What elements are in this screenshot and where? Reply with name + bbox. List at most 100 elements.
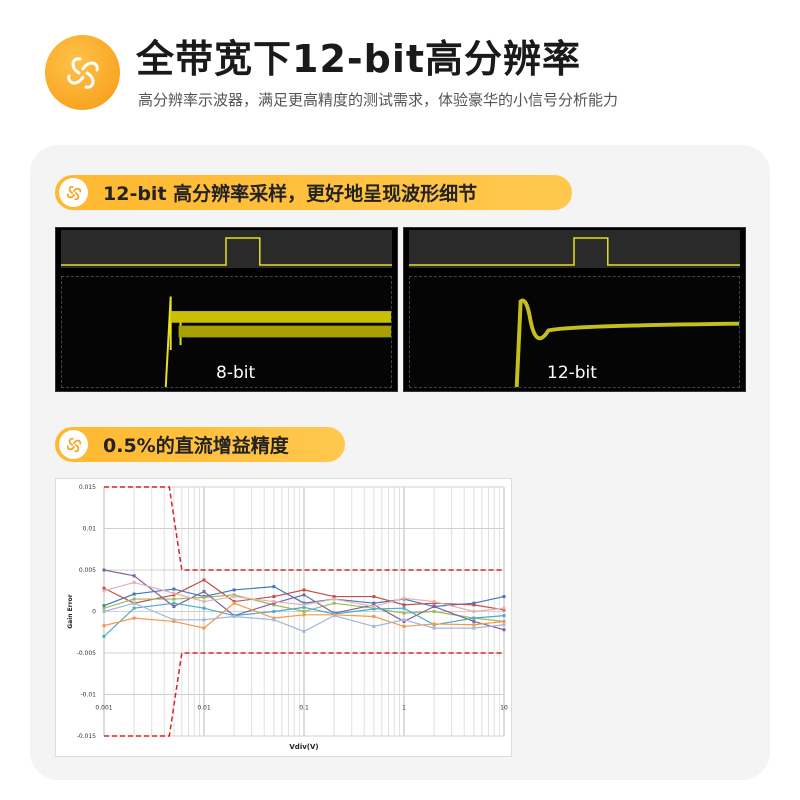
data-point — [432, 605, 436, 609]
data-point — [302, 613, 306, 617]
swirl-fan-icon — [59, 430, 88, 459]
data-point — [172, 619, 176, 623]
data-point — [372, 601, 376, 605]
data-point — [232, 601, 236, 605]
swirl-fan-icon — [59, 178, 88, 207]
data-point — [372, 624, 376, 628]
scope-screenshot-8bit: 8-bit — [55, 227, 398, 392]
data-point — [232, 614, 236, 618]
data-point — [202, 626, 206, 630]
y-tick-label: 0.015 — [79, 484, 96, 491]
data-point — [172, 591, 176, 595]
gain-error-chart: 0.015 0.01 0.005 0 -0.005 -0.01 -0.015 0.001 0.0… — [55, 478, 512, 757]
data-point — [402, 624, 406, 628]
y-tick-label: 0.005 — [79, 567, 96, 574]
section-heading-gain-accuracy: 0.5%的直流增益精度 — [55, 427, 345, 462]
data-point — [372, 605, 376, 609]
data-point — [472, 626, 476, 630]
data-point — [432, 622, 436, 626]
data-point — [402, 606, 406, 610]
data-point — [502, 623, 506, 627]
data-point — [102, 604, 106, 608]
data-point — [132, 601, 136, 605]
data-point — [202, 606, 206, 610]
data-point — [402, 603, 406, 607]
data-point — [302, 610, 306, 613]
data-point — [272, 618, 276, 622]
data-point — [202, 600, 206, 604]
data-point — [232, 595, 236, 599]
y-tick-label: 0 — [92, 609, 96, 616]
data-point — [302, 603, 306, 607]
data-point — [502, 614, 506, 618]
data-point — [372, 614, 376, 618]
data-point — [272, 603, 276, 607]
data-point — [132, 580, 136, 584]
x-axis-label: Vdiv(V) — [289, 743, 318, 751]
data-point — [402, 596, 406, 600]
data-point — [132, 606, 136, 610]
data-point — [102, 624, 106, 628]
section-heading-resolution: 12-bit 高分辨率采样，更好地呈现波形细节 — [55, 175, 572, 210]
scope-screenshot-12bit: 12-bit — [403, 227, 746, 392]
data-point — [502, 619, 506, 623]
data-point — [172, 618, 176, 622]
x-tick-label: 0.1 — [299, 704, 309, 711]
data-point — [472, 601, 476, 605]
data-point — [132, 574, 136, 578]
data-point — [332, 597, 336, 601]
data-point — [402, 611, 406, 615]
page-subtitle: 高分辨率示波器，满足更高精度的测试需求，体验豪华的小信号分析能力 — [138, 91, 619, 109]
data-point — [102, 634, 106, 638]
data-point — [172, 605, 176, 609]
data-point — [132, 616, 136, 620]
data-point — [472, 603, 476, 607]
data-point — [202, 578, 206, 582]
data-point — [102, 586, 106, 590]
data-point — [372, 603, 376, 607]
data-point — [232, 588, 236, 592]
data-point — [372, 595, 376, 599]
data-point — [502, 595, 506, 599]
data-point — [472, 610, 476, 613]
limit-line-lower — [104, 652, 504, 737]
data-point — [102, 610, 106, 613]
limit-line-upper — [104, 486, 504, 571]
data-point — [332, 595, 336, 599]
section-heading-label: 12-bit 高分辨率采样，更好地呈现波形细节 — [103, 183, 478, 205]
data-point — [432, 626, 436, 630]
data-point — [272, 601, 276, 605]
scope-label: 12-bit — [547, 363, 597, 383]
data-point — [172, 601, 176, 605]
data-point — [272, 595, 276, 599]
page-title: 全带宽下12-bit高分辨率 — [136, 37, 582, 81]
data-point — [502, 628, 506, 632]
data-point — [432, 601, 436, 605]
chart-svg: 0.015 0.01 0.005 0 -0.005 -0.01 -0.015 0.001 0.0… — [67, 484, 508, 751]
x-tick-label: 0.001 — [95, 704, 112, 711]
y-tick-label: -0.015 — [77, 733, 97, 740]
x-tick-label: 1 — [402, 704, 406, 711]
scope-label: 8-bit — [216, 363, 256, 383]
section-heading-label: 0.5%的直流增益精度 — [103, 435, 289, 457]
data-point — [332, 601, 336, 605]
data-point — [272, 600, 276, 604]
data-point — [102, 568, 106, 572]
data-point — [272, 610, 276, 613]
data-point — [402, 618, 406, 622]
data-point — [132, 592, 136, 596]
data-point — [432, 610, 436, 613]
data-point — [472, 616, 476, 620]
data-point — [502, 608, 506, 612]
data-point — [172, 597, 176, 601]
y-tick-label: -0.005 — [77, 650, 97, 657]
y-axis-label: Gain Error — [67, 594, 74, 629]
data-point — [302, 588, 306, 592]
y-tick-label: -0.01 — [80, 692, 96, 699]
x-tick-label: 10 — [500, 704, 508, 711]
data-point — [302, 605, 306, 609]
data-point — [132, 597, 136, 601]
data-point — [472, 619, 476, 623]
data-point — [402, 619, 406, 623]
data-point — [232, 600, 236, 604]
